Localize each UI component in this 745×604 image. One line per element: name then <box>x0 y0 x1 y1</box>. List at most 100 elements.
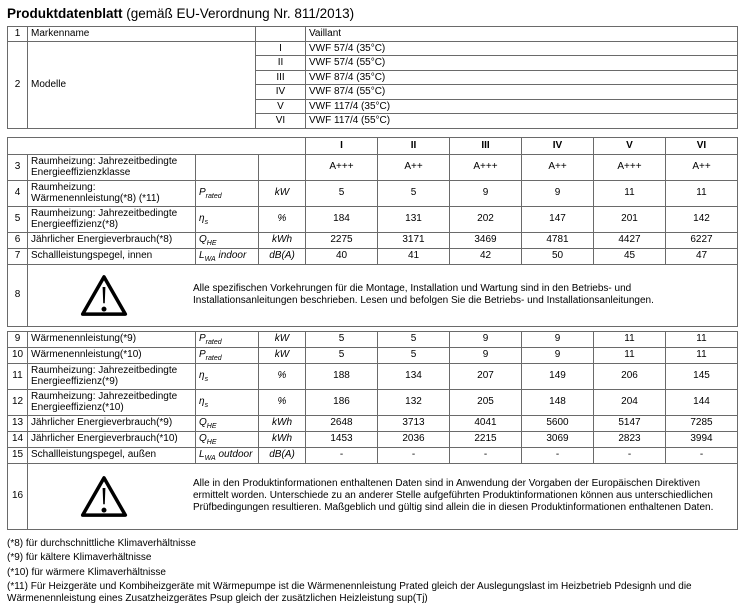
value-cell: 2215 <box>450 431 522 447</box>
symbol-cell <box>196 154 259 180</box>
roman-cell: II <box>256 56 306 71</box>
row-number: 14 <box>8 431 28 447</box>
value-cell: 9 <box>450 331 522 347</box>
value-cell: A++ <box>666 154 738 180</box>
row-number: 15 <box>8 447 28 463</box>
brand-value: Vaillant <box>306 27 738 42</box>
value-cell: A++ <box>522 154 594 180</box>
value-cell: 3713 <box>378 415 450 431</box>
value-cell: 3069 <box>522 431 594 447</box>
column-header: I <box>306 137 378 154</box>
value-cell: 40 <box>306 248 378 264</box>
symbol: LWA outdoor <box>199 449 252 460</box>
warning-row: 16 Alle in den Produktinformationen entha… <box>8 463 738 529</box>
value-cell: 9 <box>522 331 594 347</box>
value-cell: 45 <box>594 248 666 264</box>
symbol-cell: Prated <box>196 331 259 347</box>
warning-content: Alle spezifischen Vorkehrungen für die M… <box>31 273 734 318</box>
row-number: 4 <box>8 180 28 206</box>
symbol: QHE <box>199 234 217 245</box>
unit-cell <box>259 154 306 180</box>
warning-triangle-icon <box>79 273 129 318</box>
value-cell: - <box>594 447 666 463</box>
value-cell: 145 <box>666 363 738 389</box>
symbol: QHE <box>199 433 217 444</box>
row-label: Raumheizung: Jahrezeitbedingte Energieef… <box>28 206 196 232</box>
value-cell: 131 <box>378 206 450 232</box>
unit-cell: kW <box>259 331 306 347</box>
value-cell: 206 <box>594 363 666 389</box>
row-label: Raumheizung: Jahrezeitbedingte Energieef… <box>28 363 196 389</box>
value-cell: 205 <box>450 389 522 415</box>
column-header: II <box>378 137 450 154</box>
symbol-cell: QHE <box>196 431 259 447</box>
value-cell: 5 <box>378 347 450 363</box>
symbol-cell: LWA indoor <box>196 248 259 264</box>
roman-cell: IV <box>256 85 306 100</box>
row-number: 12 <box>8 389 28 415</box>
value-cell: A+++ <box>594 154 666 180</box>
unit-cell: dB(A) <box>259 447 306 463</box>
value-cell: 4781 <box>522 232 594 248</box>
symbol-cell: QHE <box>196 232 259 248</box>
symbol-cell: Prated <box>196 347 259 363</box>
model-value: VWF 57/4 (35°C) <box>306 41 738 56</box>
unit-cell: kWh <box>259 232 306 248</box>
value-cell: - <box>666 447 738 463</box>
value-cell: 5 <box>306 331 378 347</box>
row-number: 16 <box>8 463 28 529</box>
value-cell: 11 <box>666 347 738 363</box>
footnote: (*11) Für Heizgeräte und Kombiheizgeräte… <box>7 581 737 604</box>
value-cell: 11 <box>594 331 666 347</box>
row-number: 3 <box>8 154 28 180</box>
value-cell: 11 <box>666 331 738 347</box>
row-number: 11 <box>8 363 28 389</box>
unit-cell: kW <box>259 180 306 206</box>
symbol-cell: LWA outdoor <box>196 447 259 463</box>
roman-cell <box>256 27 306 42</box>
value-cell: 9 <box>522 180 594 206</box>
warning-text: Alle spezifischen Vorkehrungen für die M… <box>193 283 728 307</box>
warning-text: Alle in den Produktinformationen enthalt… <box>193 478 728 514</box>
value-cell: 5600 <box>522 415 594 431</box>
row-label: Jährlicher Energieverbrauch(*10) <box>28 431 196 447</box>
unit-cell: % <box>259 363 306 389</box>
warning-cell: Alle spezifischen Vorkehrungen für die M… <box>28 264 738 326</box>
value-cell: A+++ <box>450 154 522 180</box>
unit-cell: kWh <box>259 415 306 431</box>
value-cell: 134 <box>378 363 450 389</box>
symbol: Prated <box>199 333 222 344</box>
value-cell: 3994 <box>666 431 738 447</box>
symbol: ηs <box>199 396 208 407</box>
value-cell: 2823 <box>594 431 666 447</box>
value-cell: - <box>306 447 378 463</box>
value-cell: 5147 <box>594 415 666 431</box>
value-cell: 144 <box>666 389 738 415</box>
column-header: III <box>450 137 522 154</box>
roman-cell: V <box>256 99 306 114</box>
footnote: (*8) für durchschnittliche Klimaverhältn… <box>7 538 737 550</box>
value-cell: 9 <box>450 180 522 206</box>
page-title-bold: Produktdatenblatt <box>7 6 123 21</box>
unit-cell: kWh <box>259 431 306 447</box>
value-cell: 5 <box>378 180 450 206</box>
symbol: ηs <box>199 213 208 224</box>
row-number: 1 <box>8 27 28 42</box>
symbol-cell: QHE <box>196 415 259 431</box>
model-value: VWF 87/4 (55°C) <box>306 85 738 100</box>
footnote: (*10) für wärmere Klimaverhältnisse <box>7 567 737 579</box>
row-label: Modelle <box>28 41 256 128</box>
